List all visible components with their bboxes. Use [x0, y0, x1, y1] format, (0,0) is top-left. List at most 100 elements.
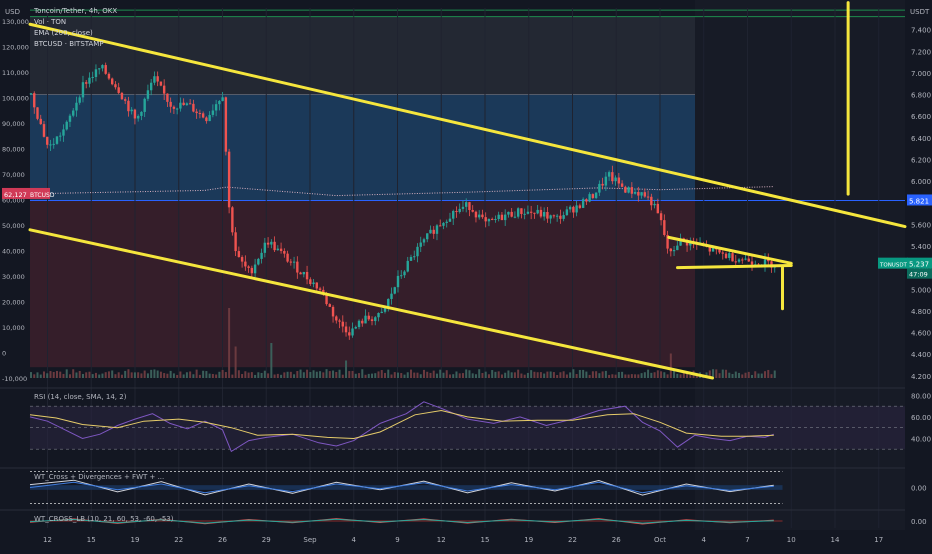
candle-body	[227, 151, 231, 208]
left-tick-label: 60,000	[2, 196, 25, 204]
volume-bar	[94, 372, 97, 378]
time-tick-label: 19	[131, 536, 140, 544]
volume-bar	[468, 370, 471, 378]
volume-bar	[247, 372, 250, 378]
time-tick-label: 7	[745, 536, 749, 544]
candle-body	[718, 249, 721, 253]
volume-bar	[673, 370, 676, 378]
candle-body	[328, 304, 331, 307]
candle-body	[455, 211, 458, 213]
right-tick-label: 6.600	[911, 113, 931, 121]
left-tick-label: 70,000	[2, 171, 25, 179]
volume-bar	[237, 370, 240, 378]
left-tick-label: 0	[2, 349, 6, 357]
candle-body	[676, 245, 679, 251]
candle-body	[416, 246, 419, 257]
volume-bar	[552, 372, 555, 378]
volume-bar	[630, 374, 633, 378]
volume-bar	[728, 372, 731, 378]
volume-bar	[215, 374, 218, 378]
volume-bar	[588, 374, 591, 378]
volume-bar	[377, 371, 380, 378]
left-tick-label: 130,000	[2, 18, 29, 26]
candle-body	[747, 258, 750, 262]
volume-bar	[146, 373, 149, 378]
volume-bar	[117, 372, 120, 378]
volume-bar	[461, 373, 464, 378]
wt-cross-pane[interactable]: WT_CROSS_LB (10, 21, 60, 53, -60, -53) 0.…	[0, 509, 927, 526]
volume-bar	[500, 374, 503, 378]
volume-bar	[773, 370, 776, 378]
left-tick-label: 30,000	[2, 273, 25, 281]
candle-body	[643, 192, 647, 197]
volume-bar	[422, 369, 425, 378]
candle-body	[182, 102, 185, 106]
volume-bar	[614, 374, 617, 378]
volume-bar	[309, 372, 312, 378]
candle-body	[162, 85, 166, 94]
volume-bar	[413, 372, 416, 378]
volume-bar	[257, 372, 260, 378]
candle-body	[396, 275, 400, 288]
wt-pane[interactable]: WT_Cross + Divergences + FWT + ... 0.00	[0, 467, 927, 504]
candle-body	[283, 251, 286, 254]
volume-bar	[228, 308, 231, 378]
price-badge-value: 5.821	[909, 197, 929, 205]
trendline[interactable]	[667, 235, 793, 265]
trendlines[interactable]	[28, 1, 907, 380]
volume-bar	[354, 373, 357, 378]
trendline[interactable]	[28, 228, 714, 380]
volume-bar	[647, 369, 650, 378]
time-tick-label: 15	[87, 536, 96, 544]
volume-bar	[397, 372, 400, 378]
volume-bar	[319, 371, 322, 378]
volume-bar	[481, 372, 484, 378]
candle-body	[439, 225, 442, 227]
candle-body	[65, 121, 68, 130]
volume-bar	[111, 370, 114, 378]
time-tick-label: 29	[262, 536, 271, 544]
candle-body	[474, 211, 478, 218]
candle-body	[341, 321, 344, 327]
candle-body	[377, 312, 380, 318]
candle-body	[240, 257, 244, 262]
trendline[interactable]	[28, 22, 907, 229]
candle-body	[123, 99, 127, 101]
candle-body	[585, 199, 588, 202]
candle-body	[516, 208, 520, 217]
right-tick-label: 5.600	[911, 221, 931, 229]
volume-bar	[611, 374, 614, 378]
candle-body	[224, 97, 228, 152]
volume-bar	[497, 371, 500, 378]
volume-bar	[721, 369, 724, 378]
candle-body	[244, 261, 247, 267]
volume-bar	[760, 373, 763, 378]
legend-entry: EMA (200, close)	[34, 29, 93, 37]
price-badges: 5.821 TONUSDT 5.237 47:09 62,127 BTCUSD	[2, 187, 932, 279]
volume-bar	[387, 369, 390, 378]
volume-bar	[241, 374, 244, 378]
volume-bar	[634, 374, 637, 378]
axes: 7.400 7.200 7.000 6.800 6.600 6.400 6.200 6.000…	[2, 8, 931, 544]
candle-body	[669, 248, 673, 252]
volume-bar	[72, 369, 75, 378]
left-tick-label: 50,000	[2, 222, 25, 230]
trendline[interactable]	[676, 263, 793, 270]
volume-bar	[185, 372, 188, 378]
candle-body	[140, 111, 143, 116]
candle-body	[666, 234, 669, 249]
volume-bar	[491, 370, 494, 378]
candle-body	[767, 259, 770, 262]
candle-body	[130, 109, 133, 112]
left-tick-label: -10,000	[2, 375, 27, 383]
candle-body	[234, 232, 237, 252]
candle-body	[568, 206, 572, 210]
candle-body	[344, 326, 348, 333]
candle-body	[637, 192, 640, 196]
candle-body	[361, 320, 364, 324]
candle-body	[68, 115, 72, 122]
candle-body	[263, 242, 267, 253]
rsi-pane[interactable]: RSI (14, close, SMA, 14, 2) 80.00 60.00 40.…	[0, 387, 931, 453]
candle-body	[737, 259, 741, 262]
